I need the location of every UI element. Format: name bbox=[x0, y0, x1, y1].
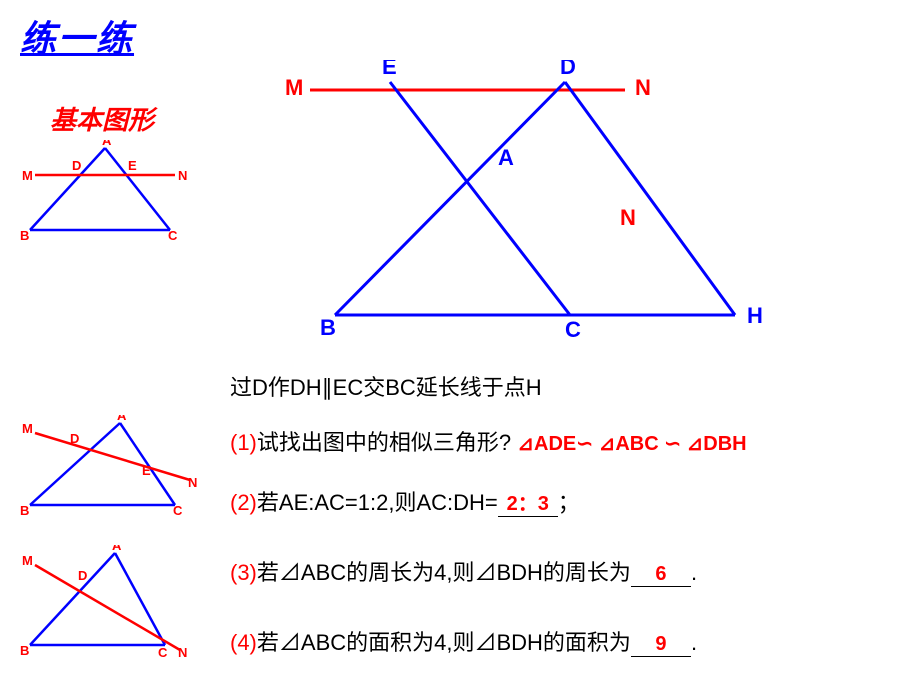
q4-answer: 9 bbox=[655, 633, 666, 655]
svg-text:M: M bbox=[22, 553, 33, 568]
q2-text-before: 若AE:AC=1:2,则AC:DH= bbox=[257, 490, 498, 515]
svg-text:C: C bbox=[565, 317, 581, 342]
q2-answer: 2：3 bbox=[507, 493, 549, 515]
svg-text:A: A bbox=[102, 140, 112, 148]
svg-text:N: N bbox=[188, 475, 197, 490]
page-title: 练一练 bbox=[20, 10, 134, 62]
small-diagram-2: A B C D E M N bbox=[20, 415, 200, 535]
question-3: (3)若⊿ABC的周长为4,则⊿BDH的周长为 6. bbox=[230, 555, 697, 587]
svg-text:D: D bbox=[78, 568, 87, 583]
q3-text-before: 若⊿ABC的周长为4,则⊿BDH的周长为 bbox=[257, 560, 631, 585]
q4-text-after: . bbox=[691, 630, 697, 655]
svg-text:M: M bbox=[22, 168, 33, 183]
svg-text:N: N bbox=[635, 75, 651, 100]
svg-text:N: N bbox=[178, 168, 187, 183]
q3-answer: 6 bbox=[655, 563, 666, 585]
small-diagram-3: A B C D M N bbox=[20, 545, 200, 675]
subtitle: 基本图形 bbox=[50, 100, 154, 137]
svg-text:C: C bbox=[168, 228, 178, 243]
svg-text:B: B bbox=[20, 643, 29, 658]
svg-text:A: A bbox=[112, 545, 122, 553]
svg-text:C: C bbox=[173, 503, 183, 518]
q4-num: (4) bbox=[230, 630, 257, 655]
q1-num: (1) bbox=[230, 430, 257, 455]
svg-text:C: C bbox=[158, 645, 168, 660]
svg-text:B: B bbox=[320, 315, 336, 340]
svg-text:H: H bbox=[747, 303, 763, 328]
svg-text:M: M bbox=[285, 75, 303, 100]
q2-text-after: ； bbox=[558, 490, 580, 515]
q3-num: (3) bbox=[230, 560, 257, 585]
main-diagram: M E D N A B C H N bbox=[280, 60, 780, 355]
q4-blank: 9 bbox=[631, 630, 691, 657]
construction-text: 过D作DH∥EC交BC延长线于点H bbox=[230, 370, 542, 402]
svg-text:E: E bbox=[128, 158, 137, 173]
svg-text:B: B bbox=[20, 503, 29, 518]
q3-text-after: . bbox=[691, 560, 697, 585]
svg-text:A: A bbox=[498, 145, 514, 170]
small-diagram-1: A B C D E M N bbox=[20, 140, 190, 260]
svg-text:E: E bbox=[142, 463, 151, 478]
q3-blank: 6 bbox=[631, 560, 691, 587]
svg-text:N: N bbox=[620, 205, 636, 230]
svg-text:D: D bbox=[72, 158, 81, 173]
q2-num: (2) bbox=[230, 490, 257, 515]
svg-text:M: M bbox=[22, 421, 33, 436]
q1-text: 试找出图中的相似三角形? bbox=[257, 430, 511, 455]
q1-answer: ⊿ADE∽ ⊿ABC ∽ ⊿DBH bbox=[517, 433, 746, 455]
svg-text:A: A bbox=[117, 415, 127, 423]
question-2: (2)若AE:AC=1:2,则AC:DH= 2：3 ； bbox=[230, 485, 580, 517]
svg-text:D: D bbox=[560, 60, 576, 79]
svg-text:E: E bbox=[382, 60, 397, 79]
svg-text:N: N bbox=[178, 645, 187, 660]
q4-text-before: 若⊿ABC的面积为4,则⊿BDH的面积为 bbox=[257, 630, 631, 655]
question-1: (1)试找出图中的相似三角形? ⊿ADE∽ ⊿ABC ∽ ⊿DBH bbox=[230, 425, 747, 457]
question-4: (4)若⊿ABC的面积为4,则⊿BDH的面积为 9. bbox=[230, 625, 697, 657]
q2-blank: 2：3 bbox=[498, 487, 558, 517]
svg-text:D: D bbox=[70, 431, 79, 446]
svg-text:B: B bbox=[20, 228, 29, 243]
